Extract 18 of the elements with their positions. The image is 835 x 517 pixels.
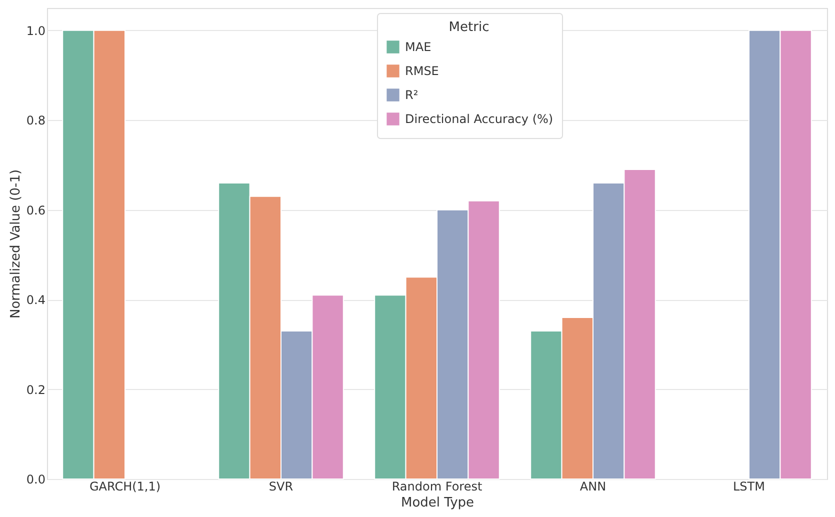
x-tick-label: ANN [580,480,606,494]
y-tick-label: 0.4 [26,293,46,308]
x-tick-label: GARCH(1,1) [89,480,161,494]
x-tick-label: Random Forest [392,480,482,494]
y-tick-label: 0.6 [26,203,46,218]
legend-label: R² [405,88,418,102]
y-tick-label: 0.2 [26,382,46,397]
legend-label: RMSE [405,64,439,78]
x-axis-title: Model Type [400,496,474,510]
legend-title: Metric [448,20,490,35]
y-tick-label: 0.0 [26,472,46,486]
x-tick-label: SVR [268,480,294,494]
x-tick-label: LSTM [733,480,765,494]
y-tick-label: 0.8 [26,114,46,128]
y-tick-label: 1.0 [26,24,46,38]
legend-label: MAE [405,40,432,54]
legend-label: Directional Accuracy (%) [405,112,554,126]
y-axis-title: Normalized Value (0-1) [8,169,24,319]
